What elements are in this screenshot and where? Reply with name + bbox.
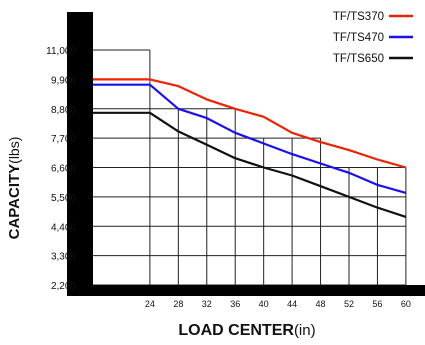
x-tick-labels: 24 28 32 36 40 44 48 52 56 60 <box>145 299 411 309</box>
chart-grid <box>93 49 407 286</box>
y-tick-labels: 2,200 3,300 4,400 5,500 6,600 7,700 8,800 9,900… <box>46 46 76 292</box>
x-tick-label: 48 <box>316 299 326 309</box>
x-tick-label: 60 <box>401 299 411 309</box>
y-axis-title: CAPACITY(lbs) <box>6 137 23 240</box>
legend-label: TF/TS370 <box>333 11 384 23</box>
legend: TF/TS370 TF/TS470 TF/TS650 <box>333 11 413 65</box>
y-tick-label: 7,700 <box>51 134 76 145</box>
x-tick-label: 32 <box>202 299 212 309</box>
series-line-3 <box>93 111 407 218</box>
y-axis-title-unit: (lbs) <box>6 137 22 164</box>
x-tick-label: 52 <box>344 299 354 309</box>
y-tick-label: 5,500 <box>51 193 76 204</box>
y-tick-label: 4,400 <box>51 222 76 233</box>
x-tick-label: 28 <box>173 299 183 309</box>
y-tick-label: 3,300 <box>51 252 76 263</box>
series-line-2 <box>93 83 407 194</box>
x-tick-label: 44 <box>287 299 297 309</box>
y-tick-label: 11,000 <box>46 46 76 57</box>
x-tick-label: 36 <box>230 299 240 309</box>
x-axis-title-unit: (in) <box>294 322 316 339</box>
y-tick-label: 6,600 <box>51 164 76 175</box>
x-axis-title: LOAD CENTER(in) <box>178 322 315 339</box>
x-tick-label: 40 <box>259 299 269 309</box>
legend-label: TF/TS650 <box>333 53 384 65</box>
y-tick-label: 8,800 <box>51 105 76 116</box>
x-axis-title-main: LOAD CENTER <box>178 322 294 339</box>
y-tick-label: 2,200 <box>51 281 76 292</box>
series-group <box>93 78 407 218</box>
y-tick-label: 9,900 <box>51 75 76 86</box>
y-axis-title-main: CAPACITY <box>6 164 23 240</box>
x-tick-label: 24 <box>145 299 155 309</box>
legend-label: TF/TS470 <box>333 32 384 44</box>
series-line-1 <box>93 78 407 169</box>
x-tick-label: 56 <box>372 299 382 309</box>
